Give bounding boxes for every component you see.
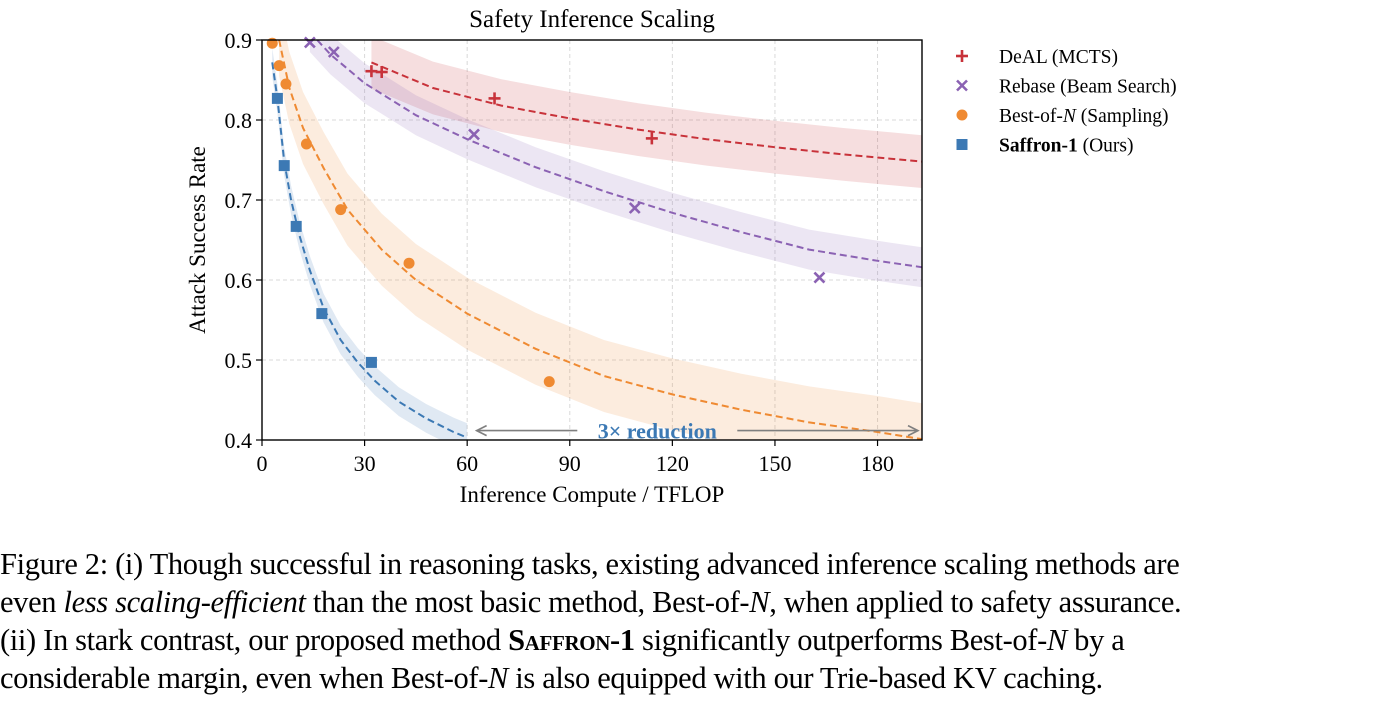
fit-curves	[271, 40, 922, 440]
data-point	[335, 204, 347, 216]
data-point	[365, 65, 378, 78]
legend-label: Saffron-1 (Ours)	[999, 136, 1134, 157]
caption-line-4: considerable margin, even when Best-of-N…	[0, 661, 1103, 695]
legend: DeAL (MCTS) Rebase (Beam Search) Best-of-N…	[956, 47, 1177, 157]
data-point	[300, 138, 312, 150]
legend-item: Saffron-1 (Ours)	[956, 136, 1134, 157]
y-tick-label: 0.6	[225, 268, 253, 293]
axis-ticks: 0 30 60 90 120 150 180 0.4 0.5 0.6 0.7 0.8 0.9	[225, 28, 895, 476]
caption-label: Figure 2:	[0, 547, 108, 581]
legend-marker	[956, 139, 968, 150]
data-point	[278, 160, 290, 172]
data-point	[375, 66, 388, 78]
arrowhead-left	[474, 424, 487, 437]
data-point	[303, 36, 316, 49]
data-points	[266, 36, 826, 388]
x-tick-label: 150	[758, 451, 791, 476]
y-axis-label: Attack Success Rate	[185, 146, 210, 334]
data-point	[365, 356, 377, 368]
data-point	[543, 376, 555, 388]
data-point	[271, 92, 283, 104]
legend-label: Rebase (Beam Search)	[999, 77, 1177, 98]
data-point	[488, 92, 501, 105]
confidence-band	[309, 40, 922, 288]
legend-marker	[956, 50, 968, 62]
caption-emphasis: less scaling-efficient	[63, 585, 306, 619]
fit-curve	[271, 62, 468, 439]
fit-curve	[315, 40, 922, 269]
data-point	[645, 132, 658, 145]
data-point	[316, 308, 328, 320]
y-tick-label: 0.8	[225, 108, 253, 133]
y-tick-label: 0.7	[225, 188, 253, 213]
caption-line-1: Figure 2: (i) Though successful in reaso…	[0, 547, 1180, 581]
caption-line-3: (ii) In stark contrast, our proposed met…	[0, 623, 1125, 657]
x-tick-label: 60	[456, 451, 478, 476]
legend-item: Rebase (Beam Search)	[956, 77, 1177, 98]
data-point	[403, 257, 415, 269]
y-tick-label: 0.9	[225, 28, 253, 53]
confidence-band	[279, 40, 922, 440]
data-point	[327, 46, 340, 58]
fit-curve	[371, 61, 922, 163]
y-tick-label: 0.5	[225, 348, 253, 373]
data-point	[468, 128, 480, 141]
x-axis-label: Inference Compute / TFLOP	[460, 482, 725, 507]
figure-caption: Figure 2: (i) Though successful in reaso…	[0, 545, 1386, 697]
caption-line-2: even less scaling-efficient than the mos…	[0, 585, 1182, 619]
arrowhead-right	[907, 424, 920, 437]
x-tick-label: 180	[861, 451, 894, 476]
data-point	[813, 271, 826, 284]
data-point	[628, 202, 641, 214]
legend-label: DeAL (MCTS)	[999, 47, 1118, 68]
data-point	[280, 78, 292, 90]
data-point	[273, 60, 285, 72]
legend-item: Best-of-N (Sampling)	[956, 106, 1169, 127]
fit-curve	[278, 40, 922, 440]
plot-frame	[261, 39, 923, 441]
method-name: Saffron-1	[508, 623, 635, 657]
confidence-band	[371, 40, 922, 188]
legend-marker	[956, 109, 968, 121]
grid	[262, 40, 922, 440]
chart-title: Safety Inference Scaling	[469, 6, 715, 33]
x-tick-label: 0	[257, 451, 268, 476]
legend-marker	[956, 79, 968, 92]
data-point	[290, 220, 302, 232]
confidence-bands	[272, 40, 922, 440]
x-tick-label: 30	[354, 451, 376, 476]
legend-label: Best-of-N (Sampling)	[999, 106, 1169, 127]
x-tick-label: 120	[656, 451, 689, 476]
y-tick-label: 0.4	[225, 428, 253, 453]
x-tick-label: 90	[559, 451, 581, 476]
legend-item: DeAL (MCTS)	[956, 47, 1118, 68]
